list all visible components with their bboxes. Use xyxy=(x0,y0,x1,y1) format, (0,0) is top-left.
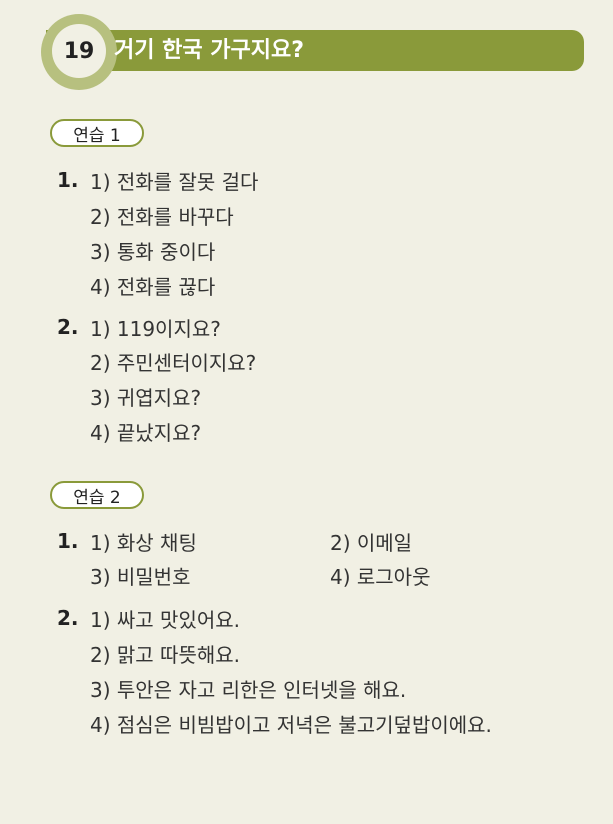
header-bar xyxy=(46,30,584,71)
answer-item: 3) 귀엽지요? xyxy=(90,386,202,410)
question-number: 1. xyxy=(57,168,79,192)
practice-1-label: 연습 1 xyxy=(50,119,144,147)
answer-item: 1) 싸고 맛있어요. xyxy=(90,608,240,632)
answer-item: 4) 끝났지요? xyxy=(90,421,202,445)
question-number: 2. xyxy=(57,606,79,630)
answer-item: 3) 비밀번호 xyxy=(90,565,191,589)
answer-item: 4) 로그아웃 xyxy=(330,565,431,589)
answer-item: 3) 통화 중이다 xyxy=(90,240,216,264)
answer-item: 1) 화상 채팅 xyxy=(90,531,197,555)
practice-2-label: 연습 2 xyxy=(50,481,144,509)
answer-item: 2) 이메일 xyxy=(330,531,413,555)
answer-item: 2) 전화를 바꾸다 xyxy=(90,205,234,229)
answer-item: 1) 전화를 잘못 걸다 xyxy=(90,170,259,194)
answer-item: 2) 맑고 따뜻해요. xyxy=(90,643,240,667)
answer-item: 4) 점심은 비빔밥이고 저녁은 불고기덮밥이에요. xyxy=(90,713,492,737)
answer-item: 2) 주민센터이지요? xyxy=(90,351,257,375)
question-number: 1. xyxy=(57,529,79,553)
answer-item: 1) 119이지요? xyxy=(90,317,221,341)
answer-item: 4) 전화를 끊다 xyxy=(90,275,216,299)
chapter-number: 19 xyxy=(52,24,106,78)
question-number: 2. xyxy=(57,315,79,339)
answer-item: 3) 투안은 자고 리한은 인터넷을 해요. xyxy=(90,678,407,702)
chapter-title: 거기 한국 가구지요? xyxy=(114,38,305,63)
